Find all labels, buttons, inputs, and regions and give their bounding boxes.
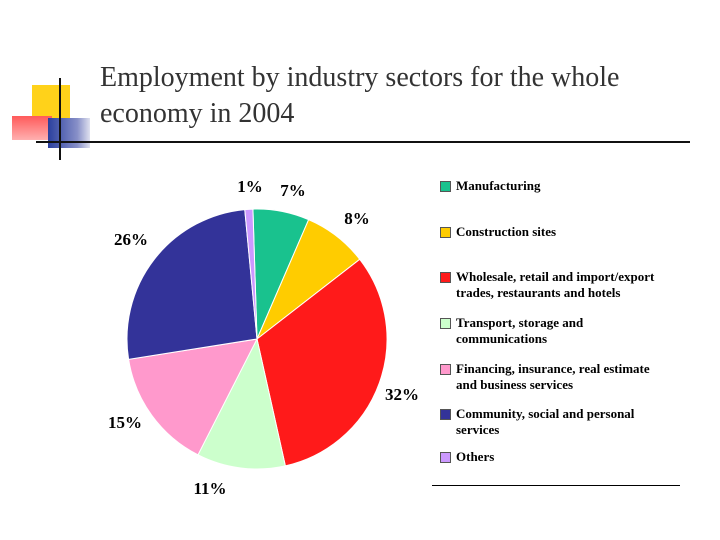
pie-slice-6 [126,209,258,360]
legend-label-line: Transport, storage and [456,315,584,330]
legend-label: Financing, insurance, real estimate and b… [456,361,686,393]
legend-label-line: Manufacturing [456,178,541,193]
decor-red-square [12,116,52,140]
legend-label-line: Financing, insurance, real estimate [456,361,650,376]
slice-label-2: 8% [344,209,370,228]
slice-label-6: 26% [114,230,148,249]
legend-swatch [440,181,451,192]
title-underline [36,141,690,143]
legend-label-line: Wholesale, retail and import/export [456,269,655,284]
legend-label-line: and business services [456,377,574,392]
legend-label: Transport, storage and communications [456,315,686,347]
legend-swatch [440,272,451,283]
legend-label: Others [456,449,686,465]
legend-label: Community, social and personal services [456,406,686,438]
legend-swatch [440,227,451,238]
legend-label-line: Community, social and personal [456,406,635,421]
slice-label-4: 11% [193,479,226,498]
legend-label-line: services [456,422,500,437]
decor-yellow-square [32,85,70,121]
slide-title-line-2: economy in 2004 [100,98,295,129]
legend-label: Wholesale, retail and import/export trade… [456,269,686,301]
slice-label-1: 7% [280,181,306,200]
pie-slice-3 [256,258,388,467]
legend-swatch [440,409,451,420]
slice-label-7: 1% [237,177,263,196]
pie-slice-4 [197,337,286,470]
legend-swatch [440,452,451,463]
pie-slice-7 [244,208,258,340]
legend-rule [432,485,680,486]
legend-label-line: communications [456,331,547,346]
slice-label-3: 32% [385,385,419,404]
legend-label-line: Construction sites [456,224,557,239]
decor-vertical-line [59,78,61,160]
slice-label-5: 15% [108,413,142,432]
legend-label-line: trades, restaurants and hotels [456,285,621,300]
decor-blue-square [48,118,90,148]
pie-slice-5 [128,338,258,456]
slide-title: Employment by industry sectors for the w… [100,60,700,132]
slide-title-line-1: Employment by industry sectors for the w… [100,62,620,93]
legend-label-line: Others [456,449,495,464]
legend-label: Manufacturing [456,178,686,194]
legend-swatch [440,364,451,375]
legend-label: Construction sites [456,224,686,240]
legend-swatch [440,318,451,329]
